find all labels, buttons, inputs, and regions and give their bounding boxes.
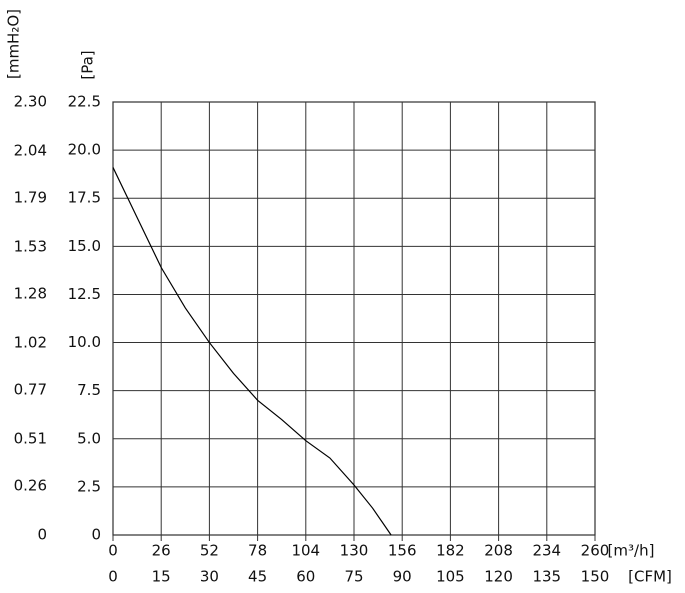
x2-tick-label: 135 [532, 568, 561, 586]
y2-tick-label: 2.30 [14, 93, 47, 111]
y2-tick-label: 0 [37, 526, 47, 544]
x-tick-label: 26 [152, 542, 171, 560]
x2-tick-label: 105 [436, 568, 465, 586]
y2-tick-label: 0.26 [14, 477, 47, 495]
x2-tick-label: 45 [248, 568, 267, 586]
x2-tick-label: 75 [344, 568, 363, 586]
y-tick-label: 5.0 [77, 429, 101, 447]
y2-tick-label: 1.02 [14, 333, 47, 351]
y-axis-label: [Pa] [79, 50, 97, 79]
x-tick-label: 0 [108, 542, 118, 560]
y-tick-label: 0 [91, 526, 101, 544]
y2-tick-label: 1.53 [14, 237, 47, 255]
x2-tick-label: 150 [581, 568, 610, 586]
x2-tick-label: 30 [200, 568, 219, 586]
y-tick-label: 10.0 [68, 333, 101, 351]
y2-axis-label: [mmH₂O] [5, 9, 23, 79]
y2-tick-label: 0.51 [14, 429, 47, 447]
y-tick-label: 22.5 [68, 93, 101, 111]
x-tick-label: 78 [248, 542, 267, 560]
x2-tick-label: 60 [296, 568, 315, 586]
x-tick-label: 52 [200, 542, 219, 560]
y-tick-label: 17.5 [68, 189, 101, 207]
y-tick-label: 7.5 [77, 381, 101, 399]
x-tick-label: 208 [484, 542, 513, 560]
x-axis-label: [m³/h] [608, 542, 655, 560]
y-tick-label: 15.0 [68, 237, 101, 255]
x-tick-label: 260 [581, 542, 610, 560]
x-tick-label: 182 [436, 542, 465, 560]
y2-tick-label: 1.79 [14, 189, 47, 207]
curve [112, 167, 392, 536]
x2-tick-label: 0 [108, 568, 118, 586]
x2-tick-label: 120 [484, 568, 513, 586]
y2-tick-label: 0.77 [14, 381, 47, 399]
x-tick-label: 104 [291, 542, 320, 560]
y-tick-label: 20.0 [68, 141, 101, 159]
x-tick-label: 130 [340, 542, 369, 560]
y2-tick-label: 2.04 [14, 141, 47, 159]
y-tick-label: 12.5 [68, 285, 101, 303]
x2-axis-label: [CFM] [628, 568, 672, 586]
x2-tick-label: 15 [152, 568, 171, 586]
y2-tick-label: 1.28 [14, 285, 47, 303]
x-tick-label: 234 [532, 542, 561, 560]
x-tick-label: 156 [388, 542, 417, 560]
x2-tick-label: 90 [393, 568, 412, 586]
y-tick-label: 2.5 [77, 477, 101, 495]
